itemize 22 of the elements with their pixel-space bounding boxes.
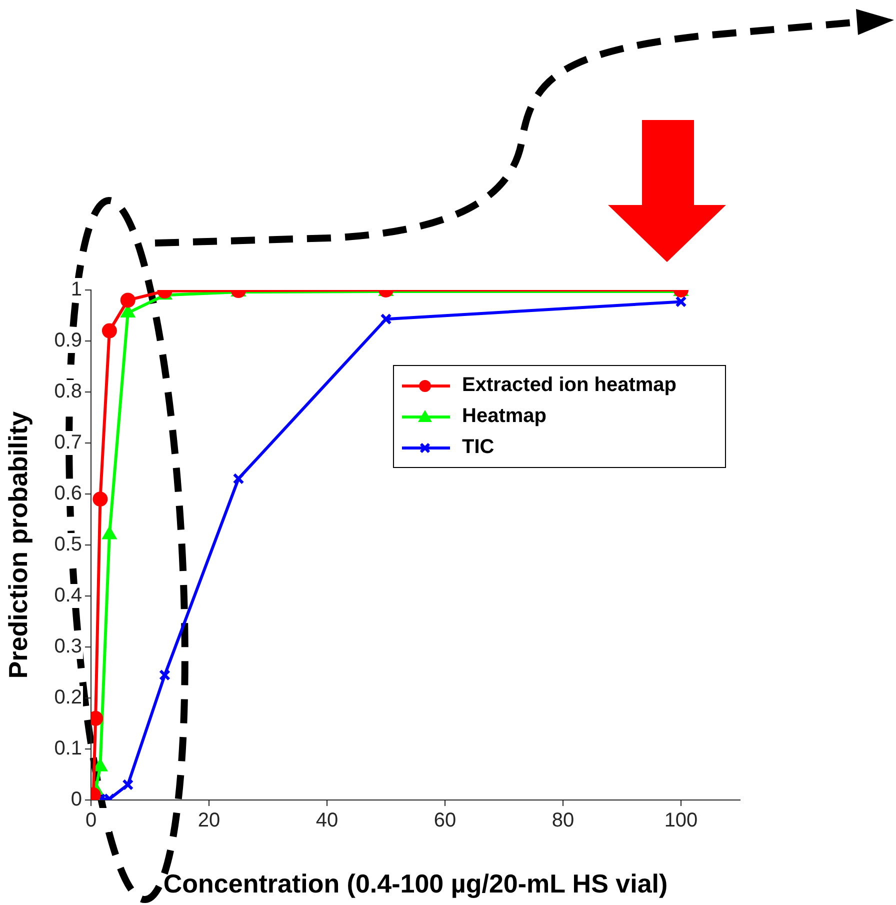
legend-label: TIC [462,436,494,459]
y-tick-label: 0.7 [54,432,82,454]
x-tick-label: 100 [664,810,698,832]
y-axis-title: Prediction probability [2,410,33,679]
legend-label: Heatmap [462,405,546,428]
x-tick-label: 20 [198,810,220,832]
x-tick-label: 60 [434,810,456,832]
y-tick-label: 0.6 [54,482,82,505]
y-tick-label: 0.2 [54,686,82,709]
y-tick-label: 0.9 [54,330,82,352]
y-tick-label: 0.4 [54,584,82,607]
y-tick-label: 0 [70,788,82,811]
y-tick-label: 0.5 [54,534,82,556]
y-tick-label: 1 [70,278,82,301]
y-tick-label: 0.1 [54,738,82,760]
legend-label: Extracted ion heatmap [462,374,677,397]
y-tick-label: 0.3 [54,636,82,658]
x-tick-label: 0 [85,810,97,832]
x-tick-label: 40 [316,810,338,832]
x-tick-label: 80 [552,810,574,832]
x-axis-title: Concentration (0.4-100 µg/20-mL HS vial) [163,868,668,899]
y-tick-label: 0.8 [54,380,82,403]
